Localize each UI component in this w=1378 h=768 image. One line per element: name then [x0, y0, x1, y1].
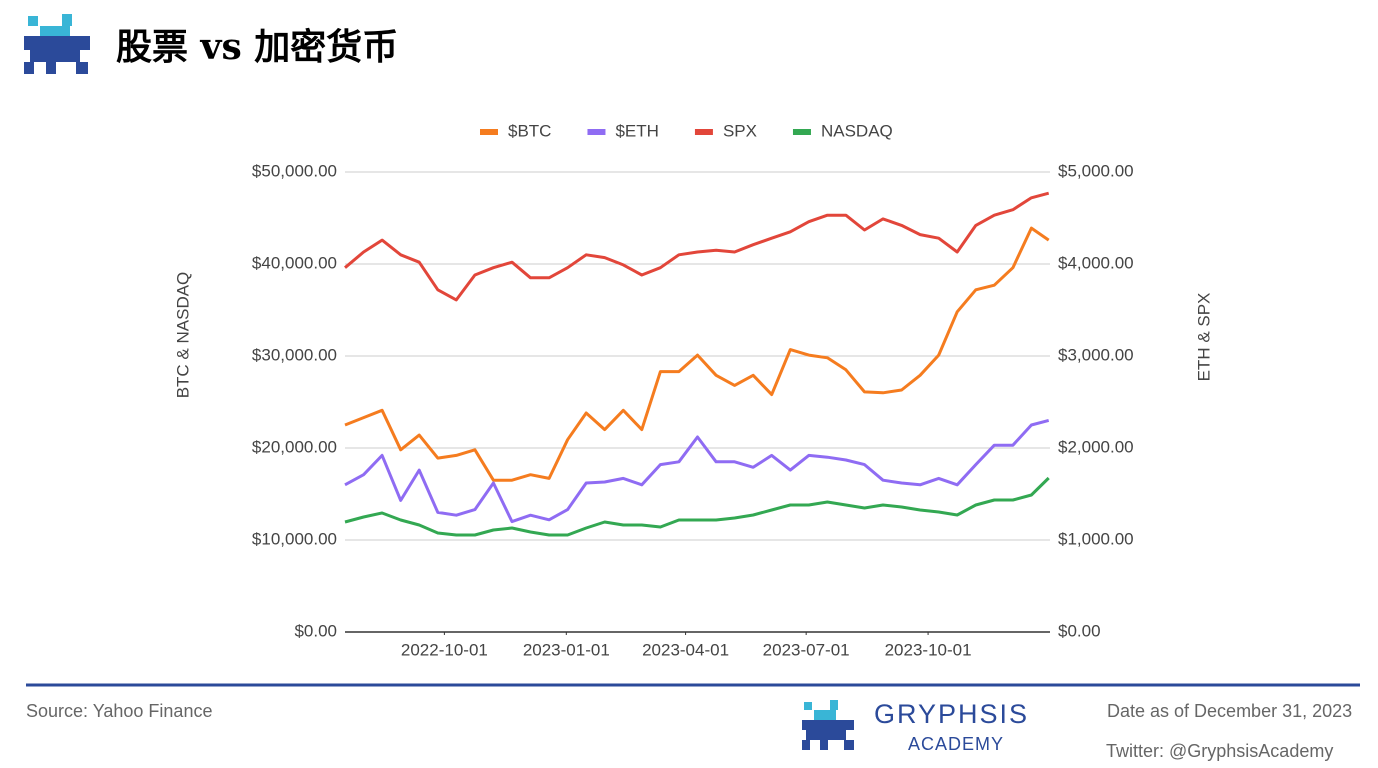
- y-tick-label: $50,000.00: [252, 161, 337, 180]
- y-axis-title: BTC & NASDAQ: [173, 272, 192, 399]
- series-line: [344, 476, 1050, 537]
- date-note: Date as of December 31, 2023: [1107, 701, 1352, 721]
- source: Source: Yahoo Finance: [26, 701, 212, 721]
- y2-axis-title: ETH & SPX: [1194, 293, 1213, 382]
- y2-tick-label: $1,000.00: [1058, 529, 1134, 548]
- y-tick-label: $20,000.00: [252, 437, 337, 456]
- chart: $0.00 $10,000.00 $20,000.00 $30,000.00 $40,0…: [173, 121, 1213, 659]
- series-line: [344, 418, 1050, 524]
- brand: GRYPHSIS: [874, 699, 1029, 729]
- y-tick-label: $40,000.00: [252, 253, 337, 272]
- y2-tick-label: $0.00: [1058, 621, 1101, 640]
- y-tick-label: $10,000.00: [252, 529, 337, 548]
- x-tick-label: 2023-07-01: [763, 640, 850, 659]
- page-title: 股票 vs 加密货币: [116, 26, 398, 68]
- logo: [24, 14, 90, 74]
- x-tick-label: 2022-10-01: [401, 640, 488, 659]
- legend-label: NASDAQ: [821, 121, 893, 140]
- y2-tick-label: $4,000.00: [1058, 253, 1134, 272]
- brand-sub: ACADEMY: [908, 734, 1004, 754]
- y2-tick-label: $3,000.00: [1058, 345, 1134, 364]
- legend-label: $ETH: [615, 121, 658, 140]
- legend-label: SPX: [723, 121, 757, 140]
- footer-logo: [802, 700, 854, 750]
- twitter: Twitter: @GryphsisAcademy: [1106, 741, 1333, 761]
- x-tick-label: 2023-04-01: [642, 640, 729, 659]
- y-tick-label: $0.00: [294, 621, 337, 640]
- legend-label: $BTC: [508, 121, 551, 140]
- y2-tick-label: $5,000.00: [1058, 161, 1134, 180]
- series-line: [344, 226, 1050, 482]
- x-tick-label: 2023-01-01: [523, 640, 610, 659]
- y2-tick-label: $2,000.00: [1058, 437, 1134, 456]
- y-tick-label: $30,000.00: [252, 345, 337, 364]
- x-tick-label: 2023-10-01: [885, 640, 972, 659]
- series-line: [344, 191, 1050, 302]
